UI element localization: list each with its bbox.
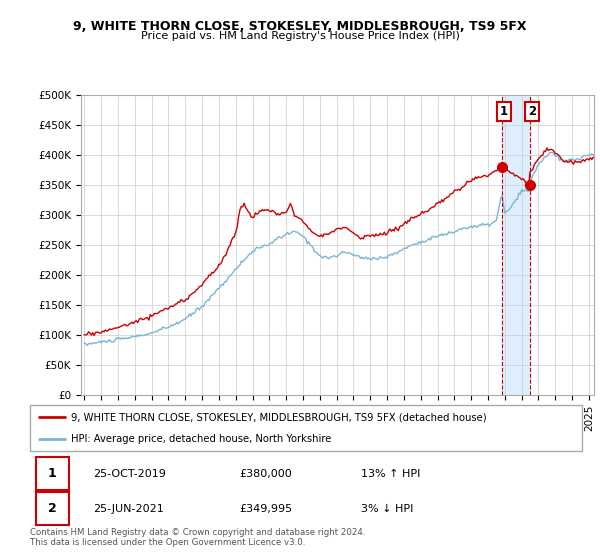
Text: 1: 1 [500,105,508,118]
Text: £380,000: £380,000 [240,469,293,479]
Text: Contains HM Land Registry data © Crown copyright and database right 2024.
This d: Contains HM Land Registry data © Crown c… [30,528,365,547]
Text: 1: 1 [48,467,56,480]
FancyBboxPatch shape [35,458,68,490]
Text: 2: 2 [528,105,536,118]
Text: 9, WHITE THORN CLOSE, STOKESLEY, MIDDLESBROUGH, TS9 5FX: 9, WHITE THORN CLOSE, STOKESLEY, MIDDLES… [73,20,527,32]
Text: 2: 2 [48,502,56,515]
Text: HPI: Average price, detached house, North Yorkshire: HPI: Average price, detached house, Nort… [71,435,332,444]
Text: Price paid vs. HM Land Registry's House Price Index (HPI): Price paid vs. HM Land Registry's House … [140,31,460,41]
Text: 9, WHITE THORN CLOSE, STOKESLEY, MIDDLESBROUGH, TS9 5FX (detached house): 9, WHITE THORN CLOSE, STOKESLEY, MIDDLES… [71,412,487,422]
Text: 3% ↓ HPI: 3% ↓ HPI [361,503,413,514]
Text: 25-JUN-2021: 25-JUN-2021 [94,503,164,514]
Text: 25-OCT-2019: 25-OCT-2019 [94,469,166,479]
Bar [502,95,530,395]
FancyBboxPatch shape [35,492,68,525]
Text: 13% ↑ HPI: 13% ↑ HPI [361,469,421,479]
FancyBboxPatch shape [30,405,582,451]
Text: £349,995: £349,995 [240,503,293,514]
